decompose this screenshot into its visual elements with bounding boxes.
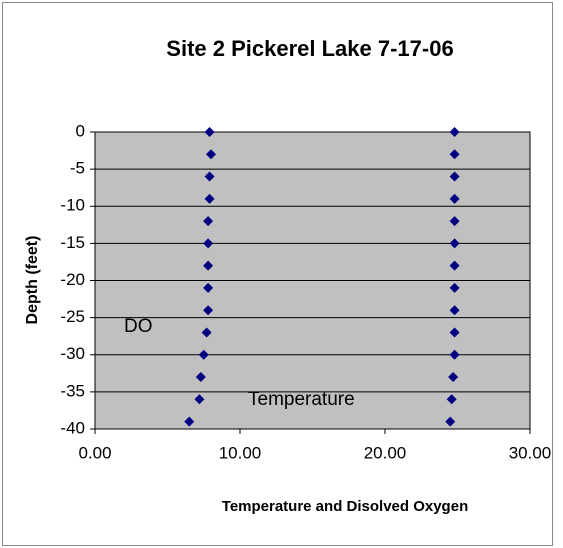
point <box>449 282 460 293</box>
point <box>449 127 460 137</box>
y-axis-label: Depth (feet) <box>24 236 41 325</box>
point <box>204 127 215 137</box>
x-tick-label: 10.00 <box>219 443 262 462</box>
point <box>448 372 459 383</box>
point <box>449 149 460 160</box>
y-tick-label: -40 <box>60 418 85 437</box>
point <box>449 260 460 271</box>
point <box>445 416 456 427</box>
point <box>194 394 205 405</box>
x-tick-label: 20.00 <box>364 443 407 462</box>
x-tick-label: 0.00 <box>78 443 111 462</box>
x-tick-label: 30.00 <box>509 443 552 462</box>
y-tick-label: -30 <box>60 344 85 363</box>
point <box>206 149 216 160</box>
y-tick-label: -35 <box>60 381 85 400</box>
annotation: Temperature <box>248 389 355 410</box>
point <box>203 282 214 293</box>
point <box>195 372 206 383</box>
point <box>449 171 460 182</box>
point <box>198 349 209 360</box>
point <box>203 260 214 271</box>
y-tick-label: -10 <box>60 196 85 215</box>
y-tick-label: -20 <box>60 270 85 289</box>
x-axis-label: Temperature and Disolved Oxygen <box>222 498 468 515</box>
point <box>201 327 212 338</box>
point <box>449 349 460 360</box>
point <box>203 238 214 249</box>
point <box>449 238 460 249</box>
y-tick-label: -15 <box>60 233 85 252</box>
point <box>204 171 215 182</box>
point <box>449 327 460 338</box>
point <box>204 193 215 204</box>
y-tick-label: 0 <box>76 121 85 140</box>
point <box>184 416 195 427</box>
point <box>449 216 460 227</box>
y-tick-label: -5 <box>70 159 85 178</box>
annotation: DO <box>124 316 153 337</box>
point <box>203 305 214 316</box>
y-tick-label: -25 <box>60 307 85 326</box>
point <box>446 394 457 405</box>
point <box>449 193 460 204</box>
point <box>449 305 460 316</box>
point <box>203 216 214 227</box>
chart-title: Site 2 Pickerel Lake 7-17-06 <box>166 36 453 61</box>
